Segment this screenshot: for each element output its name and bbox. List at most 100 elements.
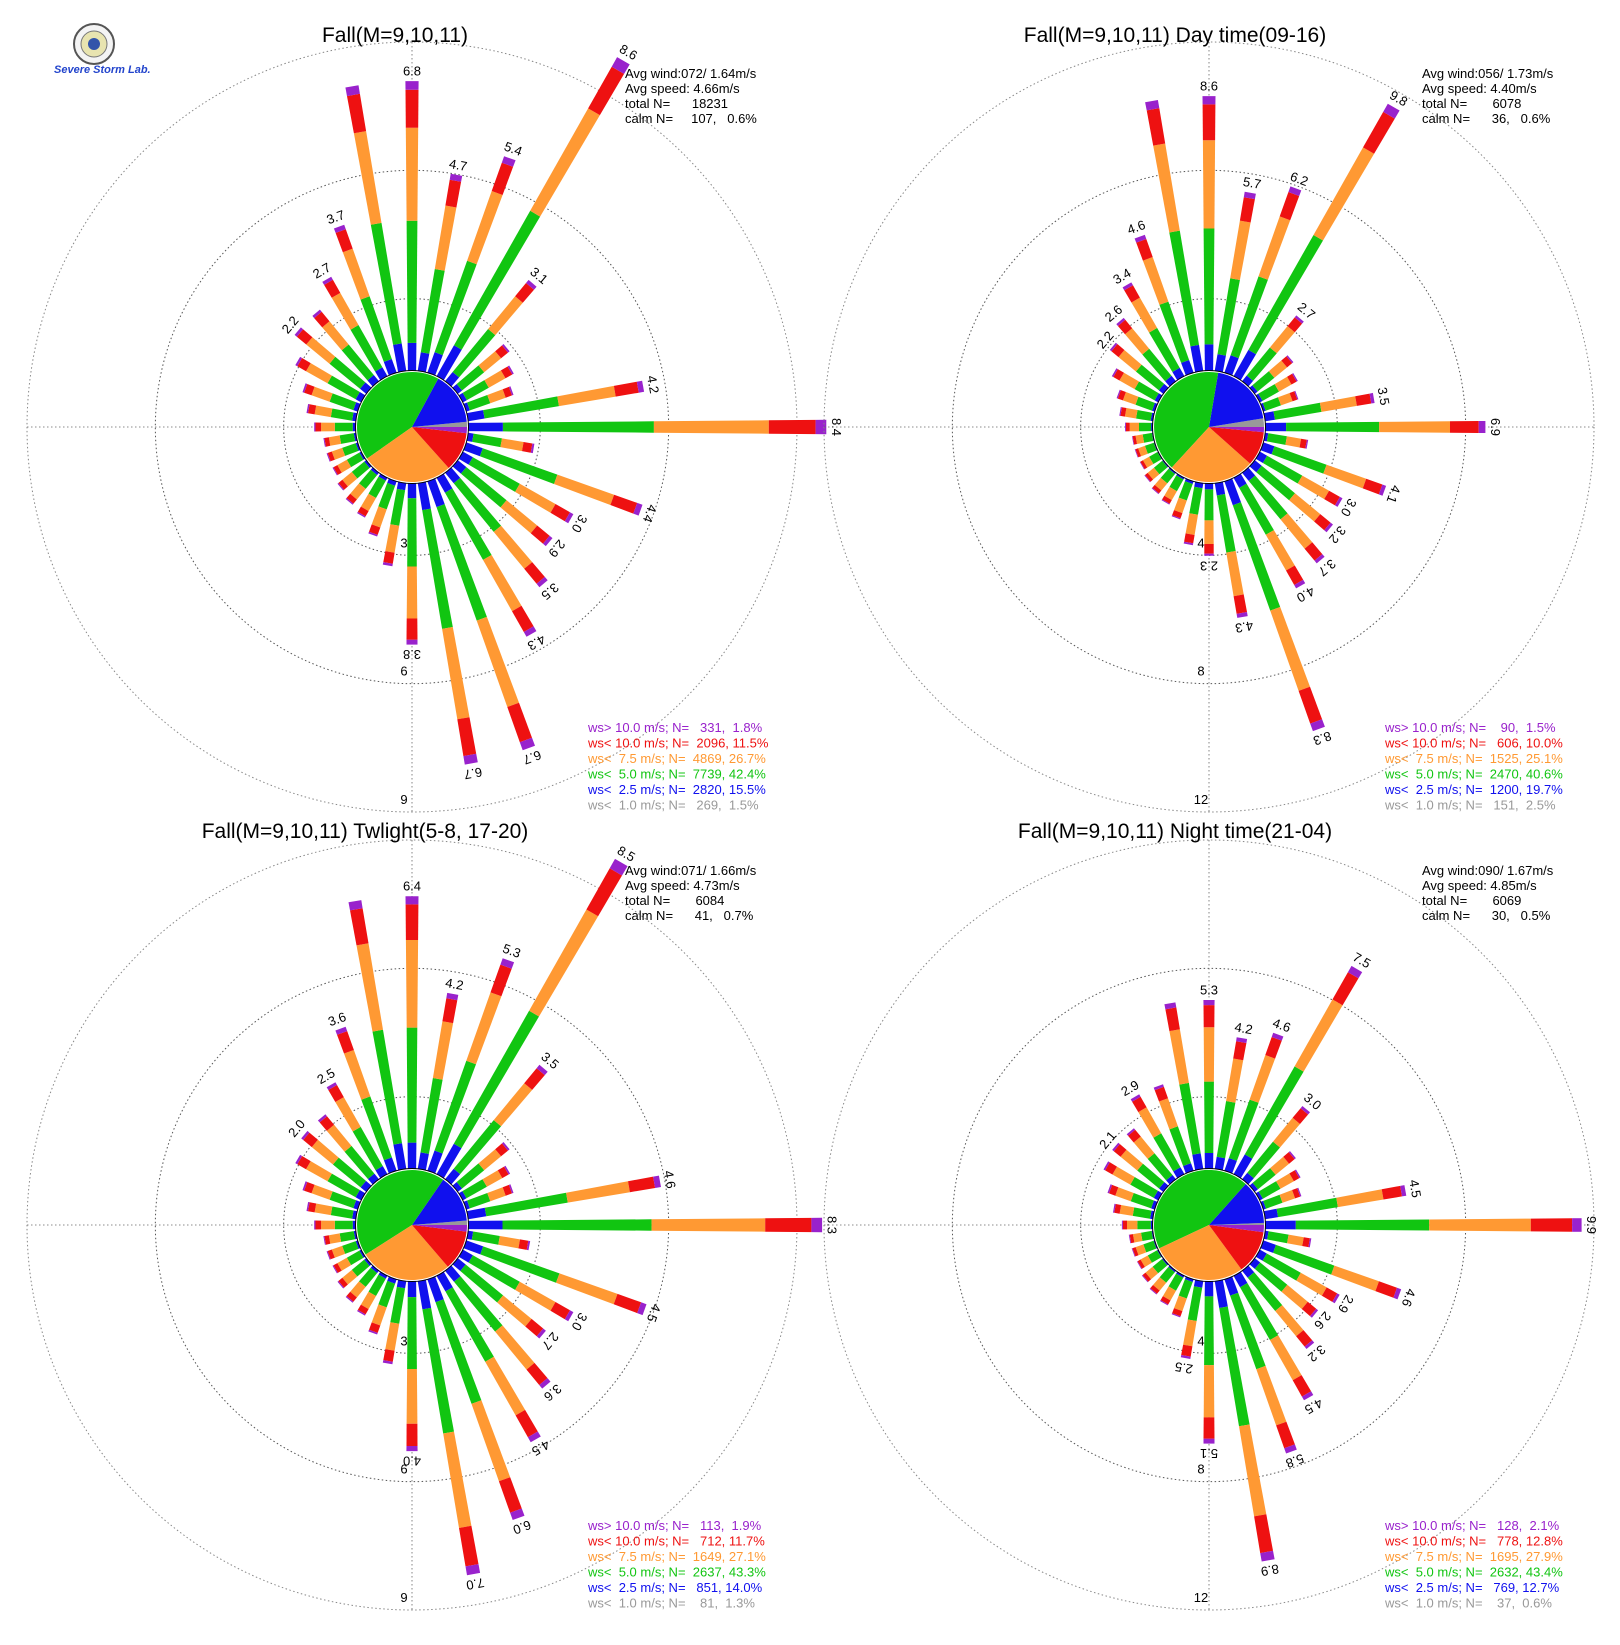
bar-segment-290-3 <box>1117 390 1126 401</box>
legend-entry-5: ws< 2.5 m/s; N= 1200, 19.7% <box>1384 782 1563 797</box>
bar-segment-330-1 <box>350 325 383 372</box>
bar-segment-300-3 <box>1105 1162 1117 1175</box>
bar-segment-150-1 <box>1240 1283 1279 1340</box>
ring-label: 8 <box>1197 664 1204 679</box>
bar-segment-190-4 <box>1183 541 1194 546</box>
bar-segment-200-1 <box>378 482 396 510</box>
bar-segment-150-0 <box>435 1270 453 1292</box>
bar-segment-80-0 <box>465 1207 487 1220</box>
stats-line-4: calm N= 36, 0.6% <box>1422 111 1551 126</box>
bar-segment-140-4 <box>1304 1340 1315 1349</box>
bar-segment-20-0 <box>426 1150 443 1175</box>
bar-label-170: 6.7 <box>463 764 483 782</box>
bar-segment-170-4 <box>1236 612 1248 618</box>
pie-slice-ws4 <box>367 427 449 483</box>
bar-segment-40-4 <box>526 279 537 290</box>
bar-segment-60-3 <box>497 1166 509 1179</box>
bar-segment-250-4 <box>1134 449 1139 458</box>
bar-segment-310-0 <box>1159 1182 1170 1193</box>
bar-segment-350-2 <box>1169 1029 1189 1085</box>
bar-segment-340-1 <box>1159 301 1190 363</box>
bar-segment-270-1 <box>1139 422 1152 432</box>
stats-line-2: Avg speed: 4.40m/s <box>1422 81 1537 96</box>
bar-segment-140-2 <box>1280 513 1313 549</box>
pie-slice-ws1 <box>1209 418 1264 427</box>
bar-segment-0-3 <box>1202 104 1216 141</box>
bar-segment-350-2 <box>353 131 382 225</box>
bar-segment-230-3 <box>338 1277 348 1288</box>
bar-segment-30-0 <box>1232 1154 1253 1180</box>
bar-segment-330-1 <box>1153 1133 1181 1172</box>
bar-segment-110-0 <box>462 441 483 457</box>
bar-segment-280-4 <box>1119 407 1122 416</box>
bar-segment-290-1 <box>1130 1193 1154 1209</box>
bar-segment-280-1 <box>1136 410 1153 421</box>
bar-segment-170-0 <box>417 1278 432 1310</box>
bar-segment-270-1 <box>1137 1220 1151 1230</box>
bar-segment-160-3 <box>1298 686 1323 724</box>
bar-segment-200-2 <box>1174 497 1187 514</box>
bar-label-10: 5.7 <box>1242 174 1262 192</box>
bar-segment-340-2 <box>1159 1098 1178 1130</box>
legend-entry-3: ws< 7.5 m/s; N= 1649, 27.1% <box>587 1549 766 1564</box>
bar-segment-280-2 <box>314 405 333 418</box>
bar-segment-240-4 <box>1137 1261 1142 1270</box>
bar-segment-310-2 <box>306 337 336 364</box>
bar-segment-320-3 <box>314 311 330 328</box>
legend-entry-6: ws< 1.0 m/s; N= 37, 0.6% <box>1384 1596 1552 1611</box>
bar-segment-90-0 <box>467 1220 503 1230</box>
bar-segment-10-1 <box>1217 278 1240 356</box>
bar-segment-30-2 <box>529 909 599 1017</box>
bar-segment-160-2 <box>471 1400 511 1482</box>
bar-segment-210-4 <box>1160 1300 1169 1306</box>
bar-segment-30-3 <box>586 868 622 917</box>
bar-segment-110-1 <box>480 1246 560 1283</box>
bar-segment-50-2 <box>478 1149 502 1171</box>
bar-segment-30-3 <box>1332 972 1359 1006</box>
ring-label: 3 <box>400 1333 407 1348</box>
bar-segment-260-3 <box>1132 435 1137 445</box>
bar-segment-20-0 <box>1223 355 1239 377</box>
bar-segment-190-2 <box>1183 1319 1197 1347</box>
bar-segment-90-1 <box>1286 421 1380 433</box>
bar-segment-90-4 <box>1572 1218 1582 1232</box>
bar-segment-310-3 <box>1113 1144 1127 1157</box>
legend-entry-5: ws< 2.5 m/s; N= 2820, 15.5% <box>587 782 766 797</box>
bar-segment-50-4 <box>502 1142 510 1151</box>
bar-segment-160-0 <box>426 477 445 508</box>
bar-segment-300-1 <box>1130 1177 1158 1198</box>
bar-segment-40-2 <box>1273 1117 1300 1148</box>
bar-segment-40-4 <box>536 1064 548 1076</box>
bar-segment-340-2 <box>342 248 370 300</box>
bar-label-10: 4.7 <box>448 156 468 174</box>
bar-label-180: 5.1 <box>1200 1446 1218 1461</box>
bar-segment-290-4 <box>1107 1184 1113 1194</box>
pie-slice-ws5 <box>412 427 467 468</box>
bar-label-80: 4.2 <box>644 374 662 394</box>
bar-segment-40-4 <box>1294 315 1304 324</box>
bar-segment-210-3 <box>1160 1296 1171 1305</box>
bar-segment-270-1 <box>334 1220 353 1230</box>
bar-segment-80-1 <box>484 1192 568 1217</box>
bar-segment-80-4 <box>653 1175 661 1188</box>
bar-segment-180-2 <box>406 566 418 619</box>
bar-segment-20-1 <box>1230 276 1268 359</box>
bar-segment-50-0 <box>451 384 463 395</box>
bar-segment-330-4 <box>322 276 333 285</box>
bar-segment-20-3 <box>490 964 512 997</box>
bar-segment-220-0 <box>370 1264 380 1274</box>
bar-segment-300-1 <box>327 375 360 400</box>
bar-segment-120-4 <box>1335 496 1343 507</box>
bar-segment-180-0 <box>407 482 417 499</box>
bar-segment-160-3 <box>498 1477 522 1513</box>
bar-segment-310-2 <box>1120 1149 1143 1171</box>
bar-label-160: 8.3 <box>1311 728 1333 748</box>
bar-segment-270-3 <box>1126 422 1130 432</box>
bar-segment-270-4 <box>314 1220 316 1230</box>
bar-segment-190-4 <box>382 562 393 567</box>
bar-segment-160-3 <box>1276 1421 1295 1449</box>
stats-line-1: Avg wind:090/ 1.67m/s <box>1422 863 1554 878</box>
bar-segment-130-3 <box>1301 1301 1317 1317</box>
bar-segment-320-2 <box>1133 1136 1155 1159</box>
bar-segment-190-1 <box>390 1286 406 1324</box>
